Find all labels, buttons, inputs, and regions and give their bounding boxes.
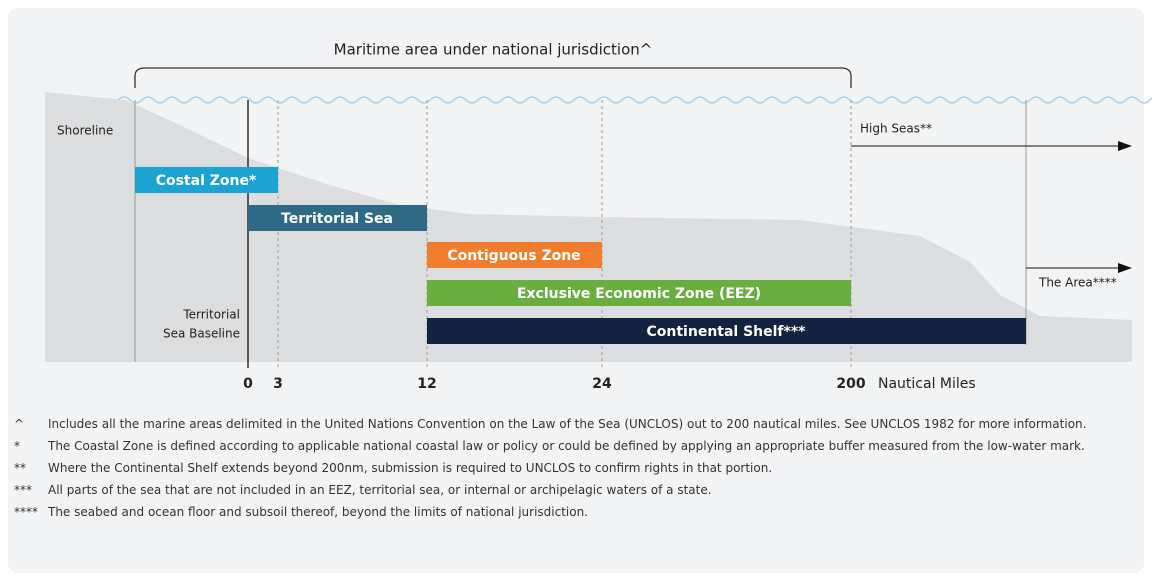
zone-label: Costal Zone* (156, 173, 257, 189)
tick-label: 24 (592, 376, 612, 392)
footnote-marker: **** (14, 505, 48, 520)
tick-label: 200 (836, 376, 865, 392)
footnote: ****The seabed and ocean floor and subso… (14, 505, 1129, 520)
footnote-marker: ** (14, 461, 48, 476)
footnotes: ^Includes all the marine areas delimited… (14, 417, 1129, 527)
footnote-marker: ^ (14, 417, 48, 432)
high-seas-label: High Seas** (860, 122, 932, 136)
footnote: *The Coastal Zone is defined according t… (14, 439, 1129, 454)
shoreline-label: Shoreline (57, 124, 113, 138)
footnote-text: Includes all the marine areas delimited … (48, 417, 1086, 432)
footnote: **Where the Continental Shelf extends be… (14, 461, 1129, 476)
footnote-marker: *** (14, 483, 48, 498)
title: Maritime area under national jurisdictio… (334, 41, 653, 59)
tick-label: 3 (273, 376, 283, 392)
zone-label: Territorial Sea (281, 211, 393, 227)
arrowhead (1118, 141, 1132, 151)
baseline-label: Territorial (182, 308, 240, 322)
area-label: The Area**** (1038, 276, 1117, 290)
footnote: ***All parts of the sea that are not inc… (14, 483, 1129, 498)
zone-label: Exclusive Economic Zone (EEZ) (517, 286, 761, 302)
tick-label: 0 (243, 376, 253, 392)
footnote-text: All parts of the sea that are not includ… (48, 483, 712, 498)
zone-label: Contiguous Zone (447, 248, 580, 264)
zone-label: Continental Shelf*** (647, 324, 807, 340)
footnote: ^Includes all the marine areas delimited… (14, 417, 1129, 432)
footnote-marker: * (14, 439, 48, 454)
axis-label: Nautical Miles (878, 376, 976, 392)
diagram: Maritime area under national jurisdictio… (0, 0, 1152, 410)
footnote-text: Where the Continental Shelf extends beyo… (48, 461, 772, 476)
tick-label: 12 (417, 376, 436, 392)
waterline (118, 97, 1152, 103)
brace (135, 68, 851, 88)
footnote-text: The seabed and ocean floor and subsoil t… (48, 505, 588, 520)
footnote-text: The Coastal Zone is defined according to… (48, 439, 1085, 454)
baseline-label: Sea Baseline (163, 327, 240, 341)
arrowhead (1118, 263, 1132, 273)
